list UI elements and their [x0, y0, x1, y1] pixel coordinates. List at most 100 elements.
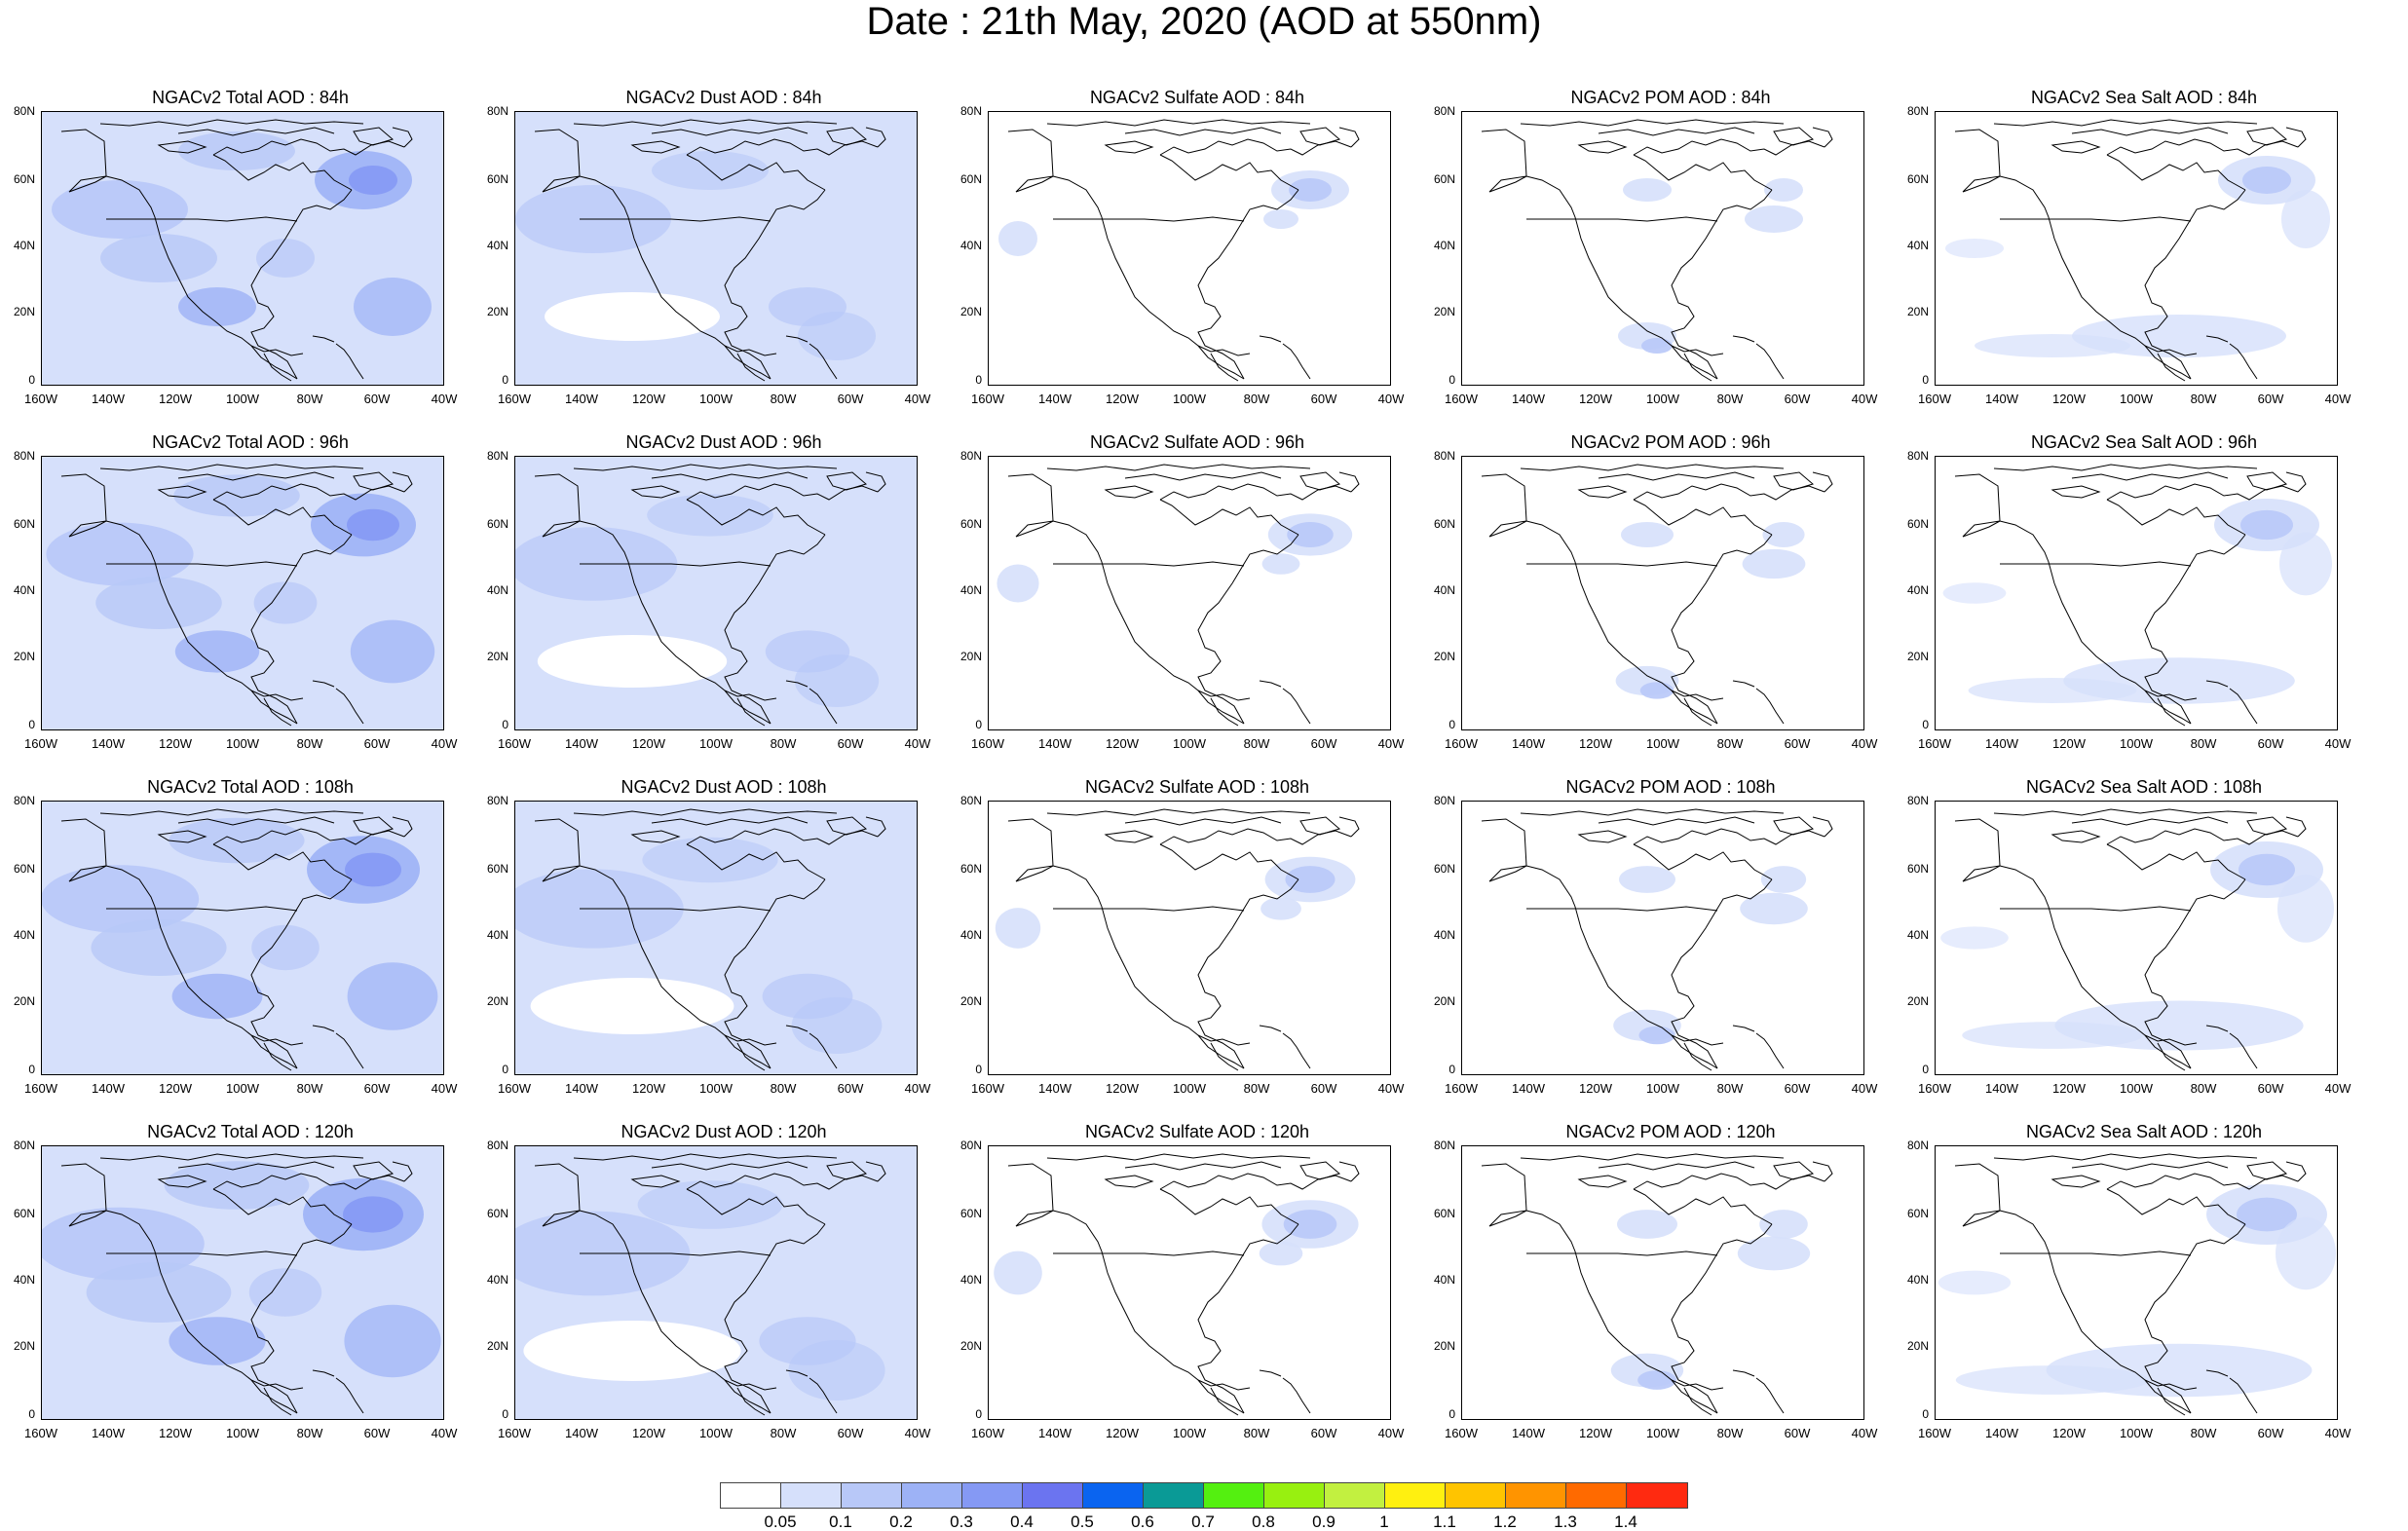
longitude-tick-label: 100W: [1173, 736, 1206, 751]
colorbar-swatch: [1385, 1483, 1446, 1508]
latitude-tick-label: 60N: [959, 172, 982, 186]
aod-map: [515, 1146, 917, 1419]
map-plot-area: [514, 801, 918, 1075]
latitude-tick-label: 80N: [1433, 1139, 1455, 1152]
coastline: [2144, 189, 2246, 380]
aod-plume: [530, 978, 734, 1034]
longitude-tick-label: 120W: [1106, 1081, 1139, 1096]
coastline: [1633, 138, 1825, 156]
latitude-tick-label: 40N: [13, 928, 35, 942]
longitude-tick-label: 80W: [770, 736, 797, 751]
coastline: [2229, 343, 2258, 380]
aod-plume: [42, 1207, 205, 1281]
map-panel-dust-aod: NGACv2 Dust AOD : 120h 80N 60N 40N 20N 0 160W 1…: [473, 1122, 947, 1453]
coastline: [736, 353, 766, 382]
coastline: [1755, 1032, 1785, 1069]
aod-map: [1936, 457, 2337, 729]
longitude-tick-label: 120W: [632, 392, 665, 406]
latitude-tick-label: 20N: [1433, 650, 1455, 663]
longitude-tick-label: 120W: [632, 1081, 665, 1096]
coastline: [2229, 1377, 2258, 1414]
longitude-tick-label: 80W: [1243, 1081, 1270, 1096]
coastline: [809, 1032, 838, 1069]
coastline: [1671, 189, 1773, 380]
coastline: [250, 690, 304, 701]
latitude-tick-label: 0: [502, 718, 508, 731]
colorbar-tick-label: 0.8: [1252, 1512, 1275, 1531]
coastline: [1104, 485, 1154, 499]
map-plot-area: [988, 111, 1391, 386]
coastline: [1481, 473, 1527, 538]
coastline: [651, 816, 809, 826]
colorbar-swatch: [902, 1483, 962, 1508]
coastline: [686, 1188, 826, 1225]
coastline: [335, 1377, 364, 1414]
latitude-tick-label: 20N: [1906, 994, 1929, 1008]
coastline: [212, 843, 353, 880]
latitude-tick-label: 20N: [13, 994, 35, 1008]
coastline: [1773, 471, 1815, 491]
coastline: [1773, 816, 1815, 836]
latitude-tick-label: 40N: [1906, 583, 1929, 597]
coastline: [1197, 690, 1251, 701]
latitude-tick-label: 80N: [13, 1139, 35, 1152]
coastline: [1732, 1369, 1755, 1377]
coastline: [2157, 1387, 2186, 1416]
coastline: [809, 1377, 838, 1414]
longitude-tick-label: 160W: [24, 1081, 57, 1096]
longitude-tick-label: 80W: [1243, 392, 1270, 406]
coastline: [1671, 1379, 1724, 1391]
coastline: [2071, 471, 2229, 481]
colorbar-swatch: [1083, 1483, 1144, 1508]
colorbar-tick-label: 0.05: [764, 1512, 797, 1531]
coastline: [1633, 843, 1773, 880]
coastline: [1104, 140, 1154, 154]
coastline: [335, 1032, 364, 1069]
coastline: [1993, 1153, 2258, 1161]
colorbar-tick-label: 0.5: [1071, 1512, 1094, 1531]
coastline: [1683, 353, 1712, 382]
longitude-tick-label: 40W: [1377, 392, 1405, 406]
coastline: [865, 471, 886, 493]
coastline: [1999, 175, 2192, 380]
longitude-tick-label: 80W: [1716, 1081, 1744, 1096]
latitude-tick-label: 0: [28, 1063, 35, 1076]
aod-plume: [100, 234, 217, 282]
longitude-tick-label: 60W: [363, 392, 391, 406]
longitude-tick-label: 160W: [1918, 1426, 1951, 1440]
coastline: [2205, 335, 2229, 343]
longitude-tick-label: 160W: [498, 736, 531, 751]
aod-plume: [46, 522, 194, 586]
aod-map: [515, 802, 917, 1074]
coastline: [1338, 816, 1360, 838]
longitude-tick-label: 60W: [837, 392, 864, 406]
coastline: [651, 1161, 809, 1171]
aod-plume: [791, 997, 883, 1054]
latitude-tick-label: 0: [502, 1063, 508, 1076]
map-panel-total-aod: NGACv2 Total AOD : 84h 80N 60N 40N 20N 0 160W 1…: [0, 88, 473, 419]
coastline: [686, 828, 879, 845]
aod-map: [42, 802, 443, 1074]
coastline: [392, 816, 413, 838]
coastline: [392, 127, 413, 148]
coastline: [1046, 119, 1311, 127]
colorbar-swatch: [1446, 1483, 1506, 1508]
map-plot-area: [41, 111, 444, 386]
longitude-tick-label: 40W: [1851, 392, 1878, 406]
longitude-tick-label: 140W: [1038, 392, 1072, 406]
coastline: [1999, 520, 2192, 725]
aod-plume: [998, 221, 1037, 256]
longitude-tick-label: 80W: [2190, 736, 2217, 751]
coastline: [106, 906, 298, 912]
coastline: [312, 335, 335, 343]
coastline: [335, 688, 364, 725]
colorbar-tick-label: 0.2: [889, 1512, 913, 1531]
coastline: [724, 534, 826, 725]
latitude-tick-label: 0: [1922, 718, 1929, 731]
map-panel-sulfate-aod: NGACv2 Sulfate AOD : 84h 80N 60N 40N 20N 0 160…: [947, 88, 1420, 419]
coastline: [1052, 175, 1245, 380]
longitude-tick-label: 60W: [1310, 1081, 1337, 1096]
aod-plume: [1617, 1210, 1677, 1239]
longitude-tick-label: 60W: [363, 1081, 391, 1096]
map-panel-sea-salt-aod: NGACv2 Sea Salt AOD : 96h 80N 60N 40N 20N 0 16…: [1894, 432, 2367, 764]
